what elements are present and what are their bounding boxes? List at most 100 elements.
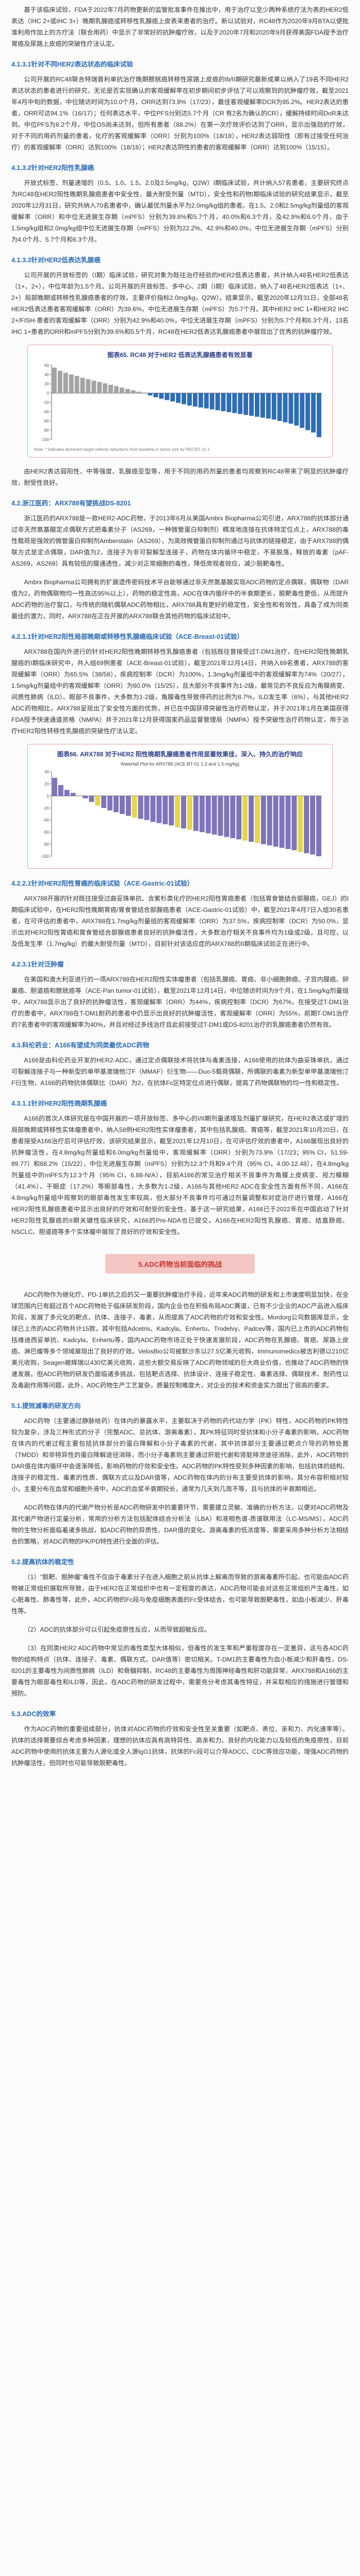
bar — [255, 795, 260, 843]
section-heading: 4.2.2.1针对HER2阳性胃癌的临床试验（ACE-Gastric-01试验） — [11, 880, 194, 887]
bar — [182, 393, 186, 404]
bar — [300, 393, 305, 428]
y-tick-label: -20 — [43, 400, 49, 405]
paragraph: 浙江医药的ARX788是一款HER2-ADC药物，于2013年6月从美国Ambr… — [11, 515, 349, 567]
bar — [58, 785, 63, 796]
figure-title: 图表66. ARX788 对于HER2 阳性晚期乳腺癌患者作用显著效果佳，深入、… — [57, 751, 303, 758]
paragraph: A166的首次人体研究是在中国开展的一项开放标签、多中心的I/II期剂量递增及剂… — [11, 1115, 349, 1235]
paragraph: ARX788在国内外进行的针对HER2阳性晚期转移性乳腺癌患者（包括既往曾接受过… — [11, 648, 349, 735]
bar — [170, 393, 175, 402]
section-heading: 4.2.浙江医药：ARX788有望挑战DS-8201 — [11, 500, 131, 507]
y-tick-label: -20 — [43, 806, 49, 810]
y-tick-label: 20 — [44, 382, 49, 386]
y-tick-label: -100 — [41, 854, 50, 859]
bar — [242, 795, 248, 841]
paragraph: （3）在同类HER2 ADC药物中常见的毒性类型大体相似，但毒性的发生率和严重程… — [11, 1645, 349, 1697]
bar — [91, 380, 96, 393]
bar — [150, 795, 156, 822]
bar — [108, 384, 113, 393]
paragraph: 公司开展的开放标签的（I期）临床试验，研究对象为既往治疗经验的HER2低表达患者… — [11, 272, 349, 335]
y-tick-label: -80 — [43, 428, 49, 433]
paragraph: 基于该临床试验，FDA于2022年7月药物更新的监管批准事件在推出中，用于治疗以… — [11, 6, 349, 47]
bar — [86, 379, 91, 393]
bar — [221, 393, 226, 412]
paragraph: 开放式标签、剂量递增的（0.5、1.0、1.5、2.0及2.5mg/kg，Q2W… — [11, 179, 349, 243]
bar — [187, 393, 192, 406]
bar — [316, 795, 321, 856]
bar — [226, 393, 232, 412]
bar — [74, 376, 79, 393]
waterfall-chart-2: 40 20 0 -20 -40 -60 -80 -100 — [41, 770, 322, 859]
y-tick-label: -40 — [43, 410, 49, 414]
bar — [192, 393, 198, 407]
bar — [291, 795, 297, 851]
bar — [205, 795, 211, 834]
bar — [249, 393, 254, 416]
bar — [144, 795, 150, 820]
bar — [198, 393, 203, 408]
bar — [130, 390, 136, 393]
bar — [83, 795, 88, 799]
bar — [120, 795, 125, 814]
bar — [199, 795, 205, 833]
bar — [142, 393, 147, 394]
section-heading: 4.3.1.1针对HER2阳性晚期乳腺癌 — [11, 1100, 107, 1107]
section-heading: 4.3.科伦药业：A166有望成为同类最优ADC药物 — [11, 1042, 150, 1049]
bar — [80, 378, 85, 393]
bar — [218, 795, 223, 836]
bar — [271, 393, 276, 420]
paragraph: 在美国和澳大利亚进行的一项ARX788在HER2阳性实体瘤患者（包括乳腺癌、胃癌… — [11, 976, 349, 1028]
bar — [156, 795, 162, 823]
bar — [273, 795, 279, 847]
bar — [305, 393, 310, 430]
figure-title: 图表65. RC48 对于HER2 低表达乳腺癌患者有效显著 — [107, 351, 253, 359]
bar — [317, 393, 321, 437]
bar — [266, 393, 271, 419]
paragraph: 由HER2表达弱阳性、中等强度、乳腺癌亚型等，用于不同的用药剂量的患者均观察到R… — [11, 468, 349, 486]
bar — [57, 370, 62, 393]
section-heading: 4.2.3.1针对泛肿瘤 — [11, 961, 64, 968]
bar — [125, 795, 131, 816]
bar — [159, 393, 164, 399]
y-tick-label: 40 — [44, 770, 49, 774]
bar — [95, 795, 101, 806]
bar — [165, 393, 170, 400]
bar — [285, 795, 291, 849]
bar — [176, 393, 181, 403]
section-heading: 5.1.提效减毒的研发方向 — [11, 1402, 81, 1410]
y-tick-label: -100 — [41, 437, 50, 442]
bar — [288, 393, 293, 424]
bar — [260, 393, 265, 418]
bar — [294, 393, 299, 426]
y-tick-label: -60 — [43, 419, 49, 423]
bar — [97, 382, 102, 393]
bar — [243, 393, 249, 415]
bar — [224, 795, 230, 837]
article: 基于该临床试验，FDA于2022年7月药物更新的监管批准事件在推出中，用于治疗以… — [0, 4, 360, 1769]
bar — [175, 795, 181, 827]
bar — [238, 393, 243, 414]
bar — [283, 393, 288, 422]
y-tick-label: 40 — [44, 372, 49, 377]
bar — [148, 393, 153, 396]
section-heading: 5.3.ADC的效率 — [11, 1710, 56, 1718]
bar — [249, 795, 254, 842]
bar — [277, 393, 282, 421]
bar — [103, 383, 108, 393]
bar — [267, 795, 272, 845]
bar — [64, 790, 70, 796]
bar — [153, 393, 158, 398]
bar — [101, 795, 107, 808]
bar — [236, 795, 242, 840]
bar — [52, 367, 57, 393]
bar — [120, 387, 124, 393]
y-tick-label: 0 — [47, 391, 50, 396]
bar — [187, 795, 192, 830]
bar — [211, 795, 217, 835]
bar — [52, 777, 57, 796]
bar — [114, 386, 119, 393]
y-tick-label: 20 — [44, 782, 49, 786]
chapter-banner: 5.ADC药物当前面临的挑战 — [105, 1254, 255, 1274]
bar — [70, 793, 76, 796]
bar — [204, 393, 209, 409]
